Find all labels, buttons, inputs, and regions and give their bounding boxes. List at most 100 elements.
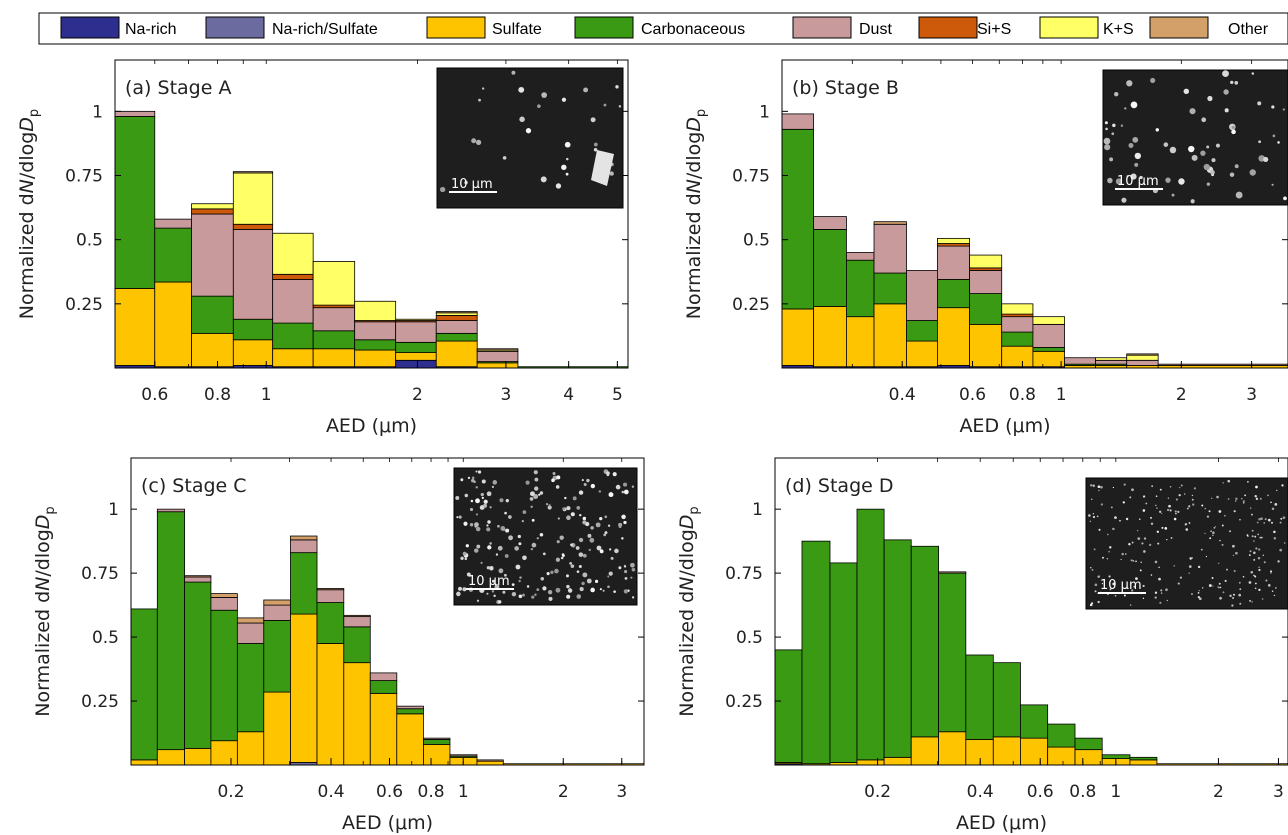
x-tick-label: 2 (1213, 782, 1224, 802)
bar-segment-carbonaceous (154, 227, 192, 283)
x-tick-label: 0.2 (864, 782, 891, 802)
bar-segment-carbonaceous (873, 272, 907, 305)
bar-segment-sulfate (423, 744, 451, 766)
bar-segment-sulfate (883, 756, 912, 766)
bar-segment-dust (191, 213, 234, 297)
y-tick-label: 0.75 (725, 564, 763, 584)
bar-segment-dust (1032, 323, 1065, 348)
bar-segment-sulfate (312, 348, 356, 368)
bar-segment-dust (449, 754, 478, 757)
bar-segment-carbonaceous (191, 295, 234, 334)
legend: Na-rich Na-rich/Sulfate Sulfate Carbonaceou… (38, 12, 1288, 45)
bar-segment-sulfate (236, 731, 265, 766)
panel-title: (b) Stage B (792, 77, 899, 99)
bar-segment-sulfate (210, 740, 238, 766)
bar-segment-sulfate (316, 643, 345, 766)
bar-segment-sulfate (846, 316, 875, 368)
bar-segment-sulfate (936, 307, 971, 366)
x-tick-label: 0.6 (1027, 782, 1054, 802)
y-tick-label: 0.25 (732, 295, 770, 315)
bar-segment-sulfate (906, 340, 938, 368)
bar-segment-dust (1001, 316, 1034, 333)
panel-title: (c) Stage C (141, 475, 247, 497)
y-tick-label: 0.25 (725, 692, 763, 712)
bar-segment-other (210, 593, 238, 598)
y-tick-label: 0.5 (736, 628, 763, 648)
scale-bar-label: 10 μm (1100, 578, 1142, 593)
x-tick-label: 4 (563, 385, 574, 405)
x-tick-label: 0.4 (967, 782, 994, 802)
bar-segment-carbonaceous (343, 626, 371, 664)
bar-segment-carbonaceous (184, 581, 212, 749)
bar-segment-carbonaceous (774, 649, 803, 763)
bar-segment-dust (846, 252, 875, 261)
sem-inset-image: 10 μm (1085, 477, 1288, 610)
bar-segment-sulfate (965, 739, 994, 766)
bar-segment-dust (312, 307, 356, 332)
y-tick-label: 1 (752, 500, 763, 520)
bar-segment-carbonaceous (883, 539, 912, 758)
bar-segment-carbonaceous (1020, 704, 1049, 739)
bar-segment-other (435, 311, 478, 314)
panel-title: (d) Stage D (785, 475, 894, 497)
x-tick-label: 2 (1176, 385, 1187, 405)
bar-segment-other (873, 221, 907, 225)
bar-segment-k-s (312, 261, 356, 306)
bar-segment-si-s (272, 273, 314, 280)
bar-segment-dust (263, 604, 291, 621)
bar-segment-carbonaceous (1032, 347, 1065, 352)
bar-segment-dust (938, 571, 967, 574)
bar-segment-dust (936, 245, 971, 280)
bar-segment-dust (395, 321, 437, 343)
legend-label: Carbonaceous (641, 21, 745, 38)
x-axis-title: AED (μm) (326, 415, 417, 437)
bar-segment-na-rich (395, 359, 437, 369)
bar-segment-dust (969, 270, 1003, 294)
bar-segment-carbonaceous (423, 739, 451, 745)
bar-segment-other (290, 535, 318, 541)
bar-segment-carbonaceous (801, 540, 831, 765)
legend-label: Dust (859, 21, 892, 38)
x-tick-label: 2 (558, 782, 569, 802)
legend-swatch-na-rich-sulfate (205, 16, 265, 39)
bar-segment-carbonaceous (369, 680, 398, 694)
bar-segment-sulfate (873, 303, 907, 368)
bar-segment-dust (184, 576, 212, 583)
bar-segment-carbonaceous (156, 511, 186, 751)
bar-segment-sulfate (435, 340, 478, 368)
bar-segment-sulfate (476, 760, 504, 766)
bar-segment-dust (210, 597, 238, 611)
bar-segment-sulfate (396, 713, 424, 766)
bar-segment-si-s (191, 208, 234, 215)
x-tick-label: 0.8 (204, 385, 231, 405)
bar-segment-carbonaceous (992, 662, 1021, 738)
bar-segment-carbonaceous (1047, 723, 1076, 748)
y-axis-title: Normalized dN/dlogDp (683, 109, 709, 319)
y-tick-label: 0.5 (76, 231, 103, 251)
bar-segment-other (476, 348, 519, 351)
x-tick-label: 0.4 (889, 385, 916, 405)
bar-segment-sulfate (232, 339, 274, 366)
bar-segment-dust (272, 279, 314, 324)
panel-a: 0.25 0.5 0.75 1 0.6 0.8 1 2 3 4 5 AED (μm) Normalize… (16, 59, 629, 437)
bar-segment-sulfate (290, 613, 318, 763)
y-axis-title: Normalized dN/dlogDp (32, 506, 58, 716)
bar-segment-sulfate (263, 691, 291, 766)
bar-segment-sulfate (156, 749, 186, 766)
x-tick-label: 5 (612, 385, 623, 405)
bar-segment-carbonaceous (395, 341, 437, 354)
bar-segment-k-s (354, 300, 397, 321)
bar-segment-dust (114, 110, 156, 117)
scale-bar-label: 10 μm (451, 177, 493, 192)
bar-segment-dust (316, 589, 345, 603)
bar-segment-k-s (272, 232, 314, 275)
bar-segment-carbonaceous (396, 708, 424, 715)
legend-label: Sulfate (492, 21, 542, 38)
x-tick-label: 0.6 (141, 385, 168, 405)
bar-segment-carbonaceous (210, 609, 238, 742)
legend-label: Si+S (977, 21, 1011, 38)
x-axis-title: AED (μm) (959, 415, 1050, 437)
y-tick-label: 0.75 (732, 167, 770, 187)
y-tick-label: 0.75 (81, 564, 119, 584)
bar-segment-dust (236, 622, 265, 644)
